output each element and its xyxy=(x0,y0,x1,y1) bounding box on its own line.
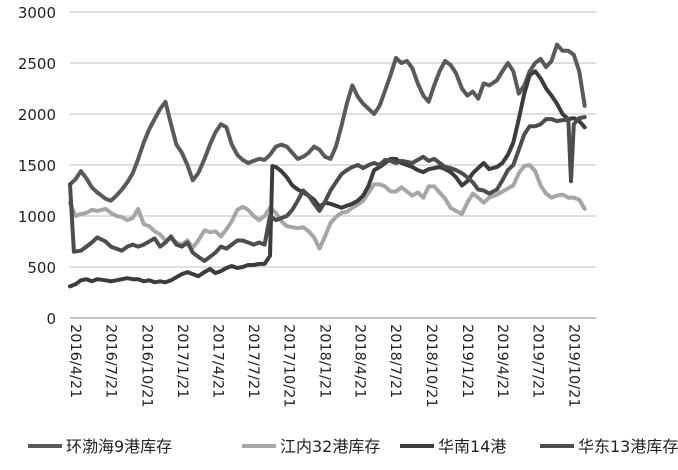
x-tick-label: 2018/10/21 xyxy=(423,324,439,408)
legend-label: 环渤海9港库存 xyxy=(66,437,172,456)
x-tick-label: 2018/1/21 xyxy=(317,324,333,398)
y-tick-label: 2500 xyxy=(18,55,56,73)
legend-label: 江内32港库存 xyxy=(280,437,380,456)
x-tick-label: 2017/10/21 xyxy=(281,324,297,408)
x-tick-label: 2019/1/21 xyxy=(459,324,475,398)
x-tick-label: 2017/1/21 xyxy=(174,324,190,398)
y-tick-label: 2000 xyxy=(18,106,56,124)
x-tick-label: 2018/7/21 xyxy=(387,324,403,398)
legend-label: 华南14港 xyxy=(438,437,506,456)
x-tick-label: 2017/7/21 xyxy=(245,324,261,398)
x-tick-label: 2017/4/21 xyxy=(209,324,225,398)
series-line-3 xyxy=(68,69,587,289)
x-tick-label: 2016/10/21 xyxy=(138,324,154,408)
gridlines xyxy=(70,11,596,319)
y-axis-tick-labels: 0 500 1000 1500 2000 2500 3000 xyxy=(18,4,56,328)
x-tick-label: 2016/4/21 xyxy=(67,324,83,398)
y-tick-label: 500 xyxy=(27,259,56,277)
y-tick-label: 0 xyxy=(46,310,56,328)
x-tick-label: 2016/7/21 xyxy=(102,324,118,398)
y-tick-label: 1000 xyxy=(18,208,56,226)
legend: 环渤海9港库存 江内32港库存 华南14港 华东13港库存 xyxy=(28,437,678,456)
series-line-4 xyxy=(68,115,587,263)
y-tick-label: 1500 xyxy=(18,157,56,175)
series-lines xyxy=(68,42,587,289)
x-axis-tick-labels: 2016/4/21 2016/7/21 2016/10/21 2017/1/21 201… xyxy=(67,324,581,408)
series-line-2 xyxy=(68,163,587,251)
series-line-1 xyxy=(68,42,587,203)
y-tick-label: 3000 xyxy=(18,4,56,22)
x-tick-label: 2018/4/21 xyxy=(352,324,368,398)
legend-label: 华东13港库存 xyxy=(578,437,678,456)
x-tick-label: 2019/4/21 xyxy=(494,324,510,398)
x-tick-label: 2019/7/21 xyxy=(529,324,545,398)
x-tick-label: 2019/10/21 xyxy=(565,324,581,408)
